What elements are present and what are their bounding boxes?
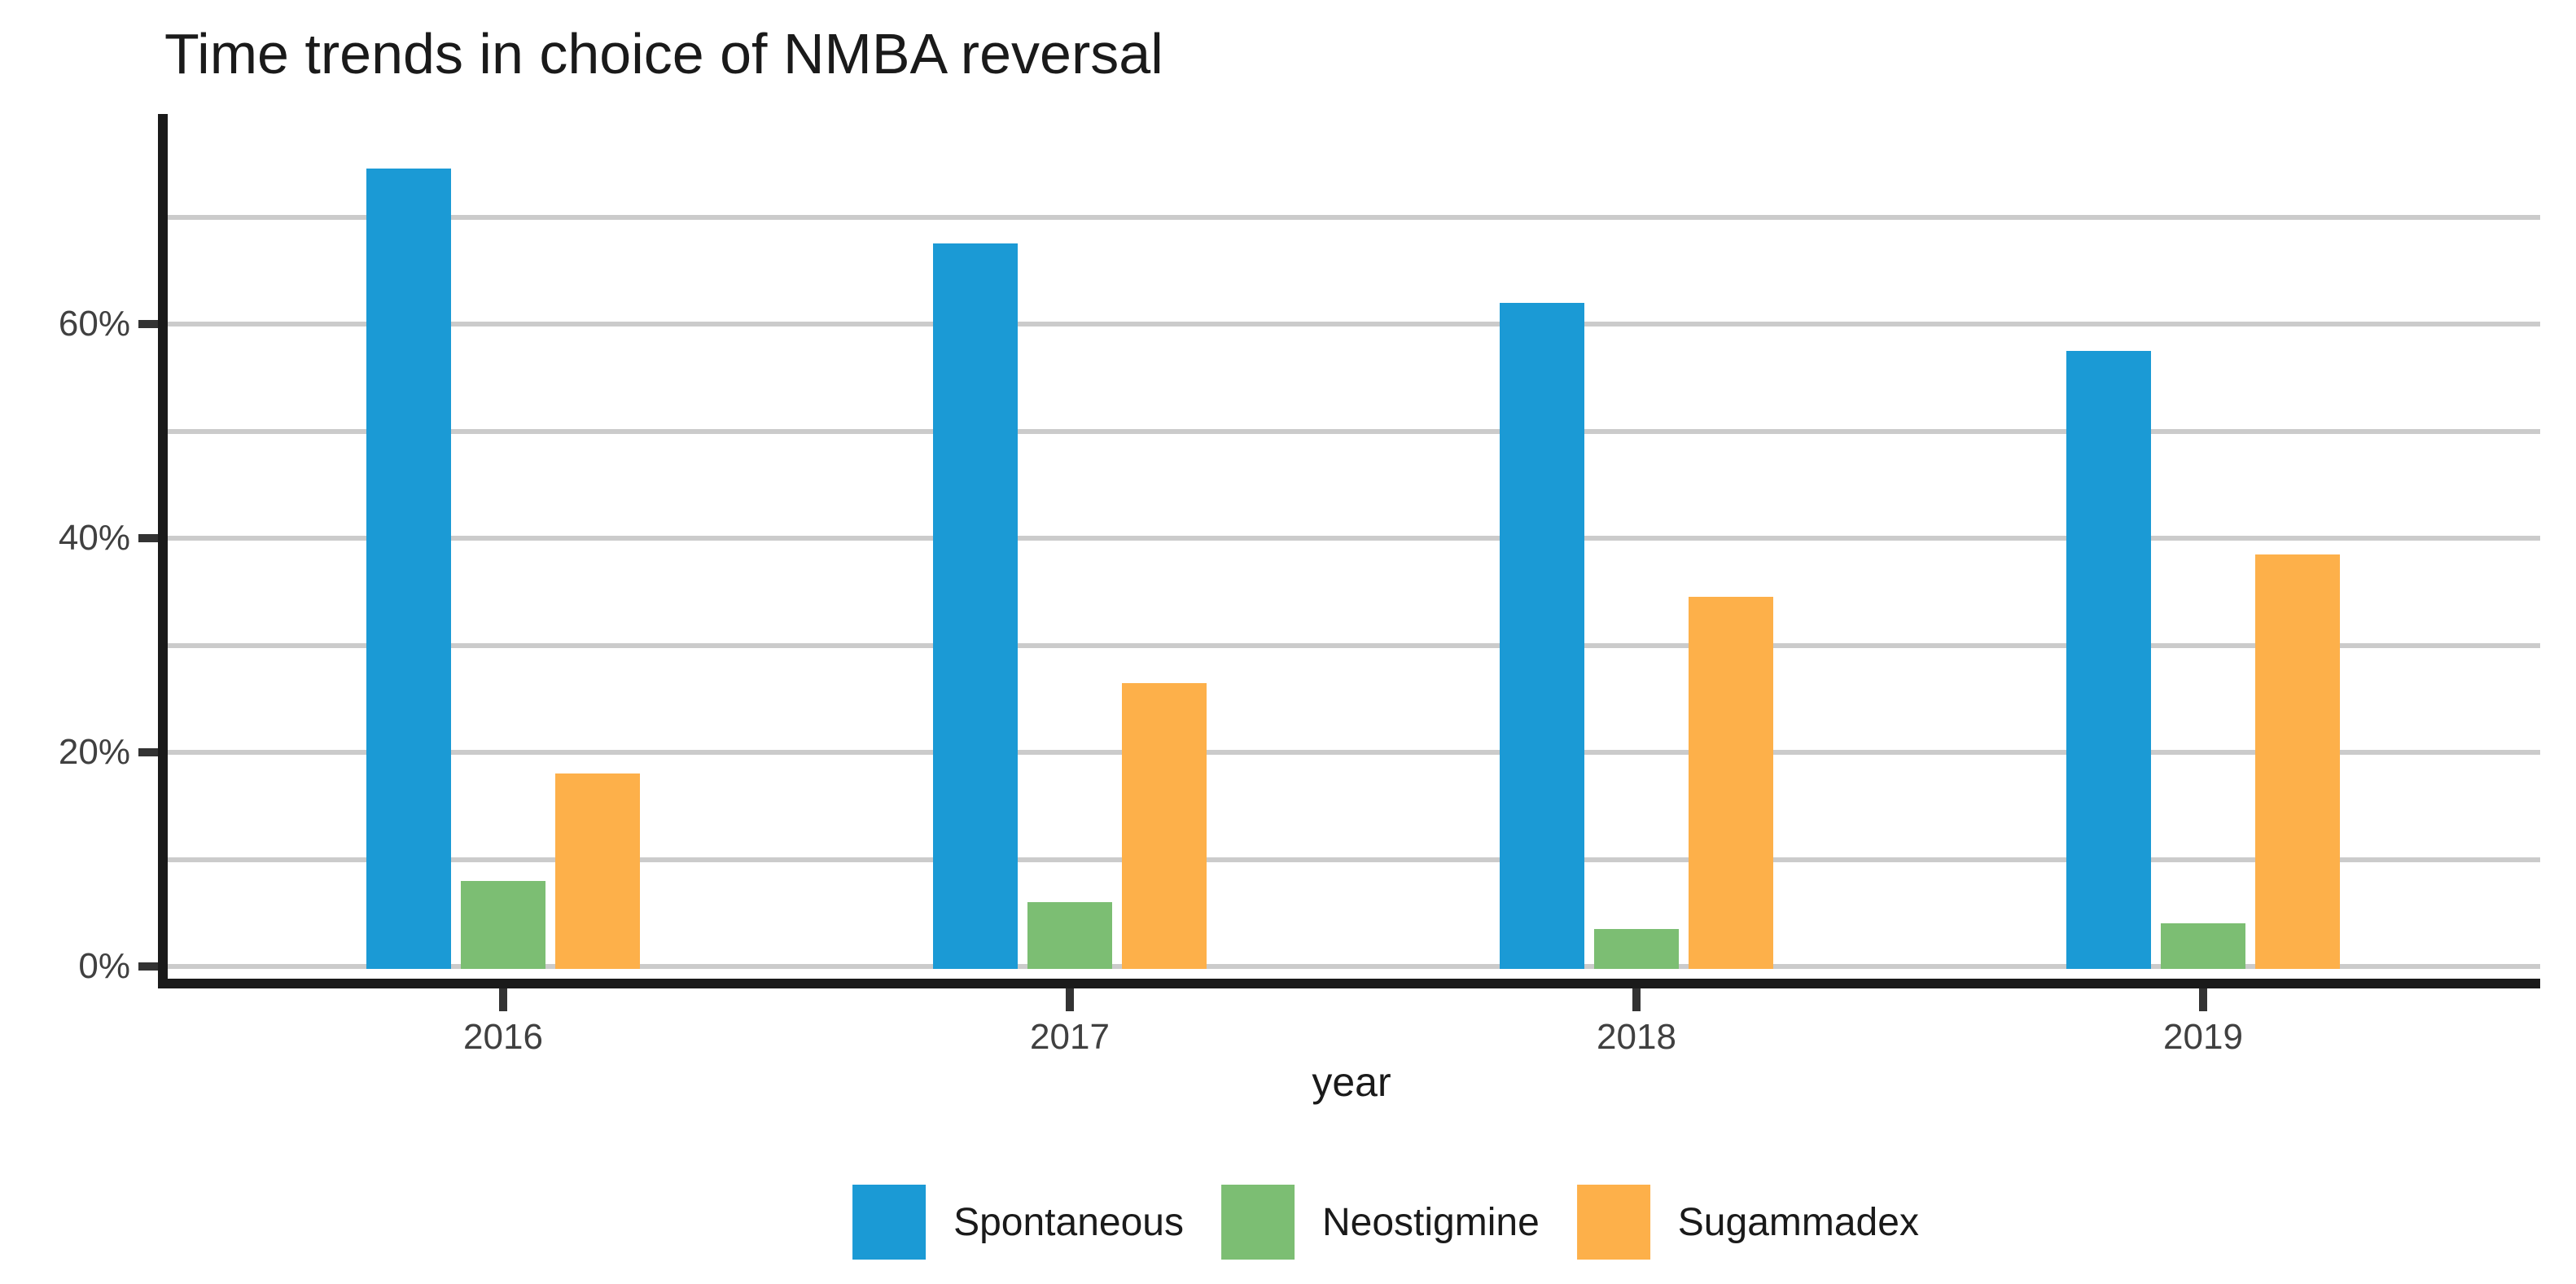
y-tick-label-40: 40% (58, 518, 130, 558)
bar-sugammadex-2018 (1689, 597, 1773, 969)
x-axis-line (158, 979, 2540, 988)
gridline-60pct (158, 322, 2540, 326)
x-tick-label-2019: 2019 (2163, 1017, 2243, 1057)
x-tick-label-2016: 2016 (463, 1017, 543, 1057)
gridline-40pct (158, 536, 2540, 541)
legend-label-neostigmine: Neostigmine (1321, 1200, 1540, 1244)
bar-spontaneous-2018 (1500, 302, 1584, 969)
bar-neostigmine-2018 (1594, 928, 1679, 969)
bar-neostigmine-2017 (1027, 902, 1112, 969)
gridline-70pct (158, 214, 2540, 220)
x-tick-label-2018: 2018 (1597, 1017, 1676, 1057)
legend-item-neostigmine: Neostigmine (1220, 1185, 1540, 1260)
chart-title: Time trends in choice of NMBA reversal (164, 22, 1163, 85)
x-tick-label-2017: 2017 (1030, 1017, 1110, 1057)
legend-label-spontaneous: Spontaneous (953, 1200, 1184, 1244)
gridline-10pct (158, 857, 2540, 862)
legend-label-sugammadex: Sugammadex (1677, 1200, 1919, 1244)
legend-item-spontaneous: Spontaneous (852, 1185, 1184, 1260)
y-tick-label-60: 60% (58, 304, 130, 344)
gridline-20pct (158, 750, 2540, 755)
bar-spontaneous-2019 (2066, 350, 2151, 969)
bar-neostigmine-2019 (2161, 923, 2245, 969)
legend-swatch-sugammadex (1576, 1185, 1650, 1260)
bar-spontaneous-2016 (366, 169, 451, 969)
bar-spontaneous-2017 (933, 243, 1018, 969)
x-tick-2018 (1632, 988, 1641, 1011)
bar-sugammadex-2019 (2255, 554, 2340, 969)
y-tick-40 (138, 534, 158, 542)
x-tick-2016 (499, 988, 507, 1011)
y-tick-label-20: 20% (58, 732, 130, 772)
gridline-50pct (158, 428, 2540, 434)
gridline-0pct (158, 964, 2540, 969)
y-axis-line (158, 114, 168, 988)
y-tick-20 (138, 748, 158, 756)
x-tick-2019 (2199, 988, 2207, 1011)
y-tick-60 (138, 320, 158, 328)
y-tick-label-0: 0% (78, 946, 130, 986)
y-tick-0 (138, 962, 158, 971)
gridline-30pct (158, 642, 2540, 648)
bar-sugammadex-2016 (555, 773, 640, 969)
legend-swatch-spontaneous (852, 1185, 927, 1260)
bar-sugammadex-2017 (1122, 682, 1207, 969)
x-axis-title: year (1312, 1059, 1391, 1105)
legend: Spontaneous Neostigmine Sugammadex (852, 1185, 1919, 1260)
bar-neostigmine-2016 (461, 880, 545, 969)
legend-item-sugammadex: Sugammadex (1576, 1185, 1919, 1260)
x-tick-2017 (1066, 988, 1074, 1011)
legend-swatch-neostigmine (1220, 1185, 1295, 1260)
